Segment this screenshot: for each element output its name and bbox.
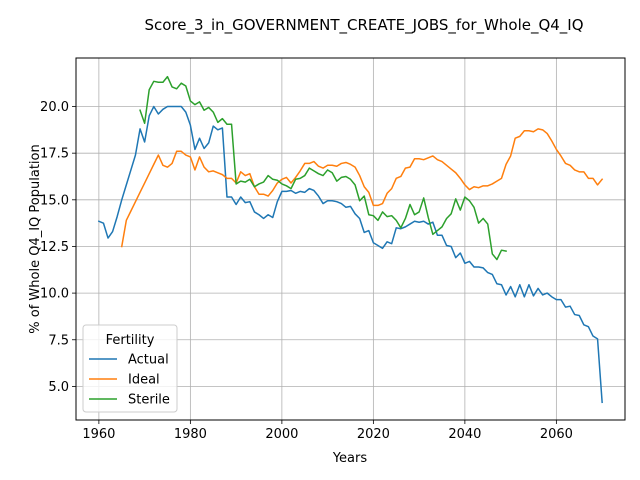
- y-tick-label: 7.5: [48, 333, 69, 348]
- y-axis-label: % of Whole Q4_IQ Population: [28, 144, 43, 333]
- x-axis-label: Years: [332, 451, 368, 466]
- series-line-ideal: [120, 128, 604, 248]
- x-tick-label: 2060: [540, 427, 573, 442]
- y-tick-label: 12.5: [40, 240, 69, 255]
- y-tick-label: 5.0: [48, 380, 69, 395]
- legend-title: Fertility: [106, 333, 155, 348]
- y-tick-label: 20.0: [40, 100, 69, 115]
- series-line-actual: [97, 105, 603, 404]
- legend-label-actual: Actual: [128, 353, 169, 368]
- legend-label-ideal: Ideal: [128, 373, 160, 388]
- y-tick-label: 10.0: [40, 287, 69, 302]
- axis-ticks: 1960 1980 2000 2020 2040 2060 5.0 7.5 10.0 12.5 15…: [40, 100, 573, 442]
- y-tick-label: 17.5: [40, 147, 69, 162]
- x-tick-label: 1960: [82, 427, 115, 442]
- x-tick-label: 2020: [357, 427, 390, 442]
- x-tick-label: 1980: [174, 427, 207, 442]
- chart-title: Score_3_in_GOVERNMENT_CREATE_JOBS_for_Wh…: [144, 16, 583, 35]
- x-tick-label: 2000: [265, 427, 298, 442]
- series-lines: [97, 75, 604, 404]
- legend-entries: Actual Ideal Sterile: [89, 353, 170, 408]
- x-tick-label: 2040: [448, 427, 481, 442]
- axes-frame: [75, 57, 626, 421]
- series-line-sterile: [139, 75, 507, 261]
- legend: Fertility Actual Ideal Sterile: [82, 324, 178, 413]
- y-tick-label: 15.0: [40, 193, 69, 208]
- legend-box: [82, 324, 178, 413]
- legend-label-sterile: Sterile: [128, 393, 170, 408]
